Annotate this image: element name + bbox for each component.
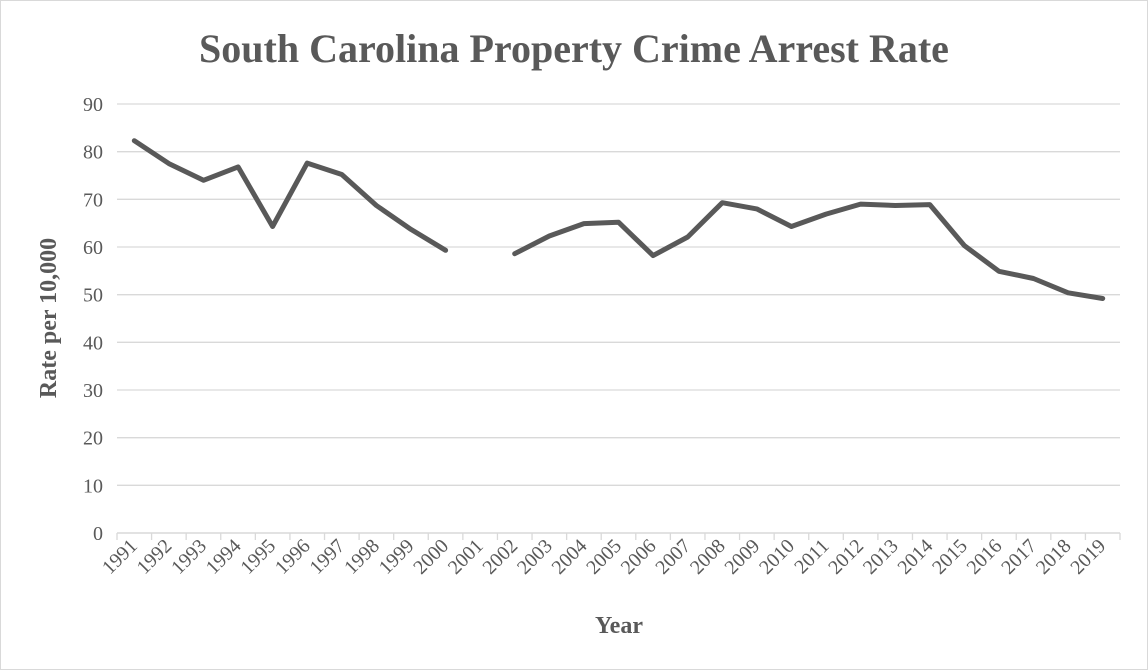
x-tick-label: 2015 [928, 535, 972, 579]
x-tick-label: 2005 [582, 535, 626, 579]
x-tick-label: 2011 [790, 535, 833, 578]
x-tick-label: 2018 [1032, 535, 1076, 579]
x-tick-label: 1999 [375, 535, 419, 579]
y-tick-label: 0 [93, 523, 103, 545]
x-tick-label: 2008 [686, 535, 730, 579]
x-tick-label: 2014 [893, 535, 937, 579]
y-axis-title: Rate per 10,000 [36, 238, 62, 398]
x-tick-label: 2009 [721, 535, 765, 579]
y-tick-label: 10 [83, 475, 103, 497]
x-tick-label: 2001 [444, 535, 488, 579]
gridlines [117, 103, 1120, 486]
series-line-segment [512, 200, 1106, 301]
x-tick-label: 2003 [513, 535, 557, 579]
x-tick-label: 2002 [478, 535, 522, 579]
series-lines [131, 138, 1106, 301]
y-tick-label: 30 [83, 380, 103, 402]
x-tick-label: 1994 [202, 535, 246, 579]
y-tick-label: 40 [83, 332, 103, 354]
axes [116, 532, 1121, 540]
x-tick-label: 2013 [859, 535, 903, 579]
x-tick-label: 1993 [167, 535, 211, 579]
y-axis-tick-labels: 0 10 20 30 40 50 60 70 80 90 [83, 94, 103, 545]
x-tick-label: 2012 [824, 535, 868, 579]
x-tick-label: 1997 [306, 535, 350, 579]
x-axis-tick-labels: 1991199219931994199519961997199819992000… [98, 535, 1110, 579]
chart-title: South Carolina Property Crime Arrest Rat… [199, 26, 949, 71]
y-tick-label: 80 [83, 142, 103, 164]
x-tick-label: 1998 [340, 535, 384, 579]
x-tick-label: 1991 [98, 535, 142, 579]
x-tick-label: 2000 [409, 535, 453, 579]
x-tick-label: 2016 [963, 535, 1007, 579]
x-tick-label: 2017 [997, 535, 1041, 579]
x-tick-label: 1995 [236, 535, 280, 579]
x-tick-label: 2007 [651, 535, 695, 579]
x-tick-label: 1996 [271, 535, 315, 579]
x-tick-label: 2006 [617, 535, 661, 579]
y-tick-label: 50 [83, 285, 103, 307]
x-tick-label: 1992 [133, 535, 177, 579]
x-axis-title: Year [595, 613, 643, 639]
y-tick-label: 70 [83, 189, 103, 211]
x-tick-label: 2019 [1066, 535, 1110, 579]
x-tick-label: 2010 [755, 535, 799, 579]
y-tick-label: 20 [83, 428, 103, 450]
series-line-segment [131, 138, 449, 253]
y-tick-label: 90 [83, 94, 103, 116]
x-tick-label: 2004 [548, 535, 592, 579]
y-tick-label: 60 [83, 237, 103, 259]
